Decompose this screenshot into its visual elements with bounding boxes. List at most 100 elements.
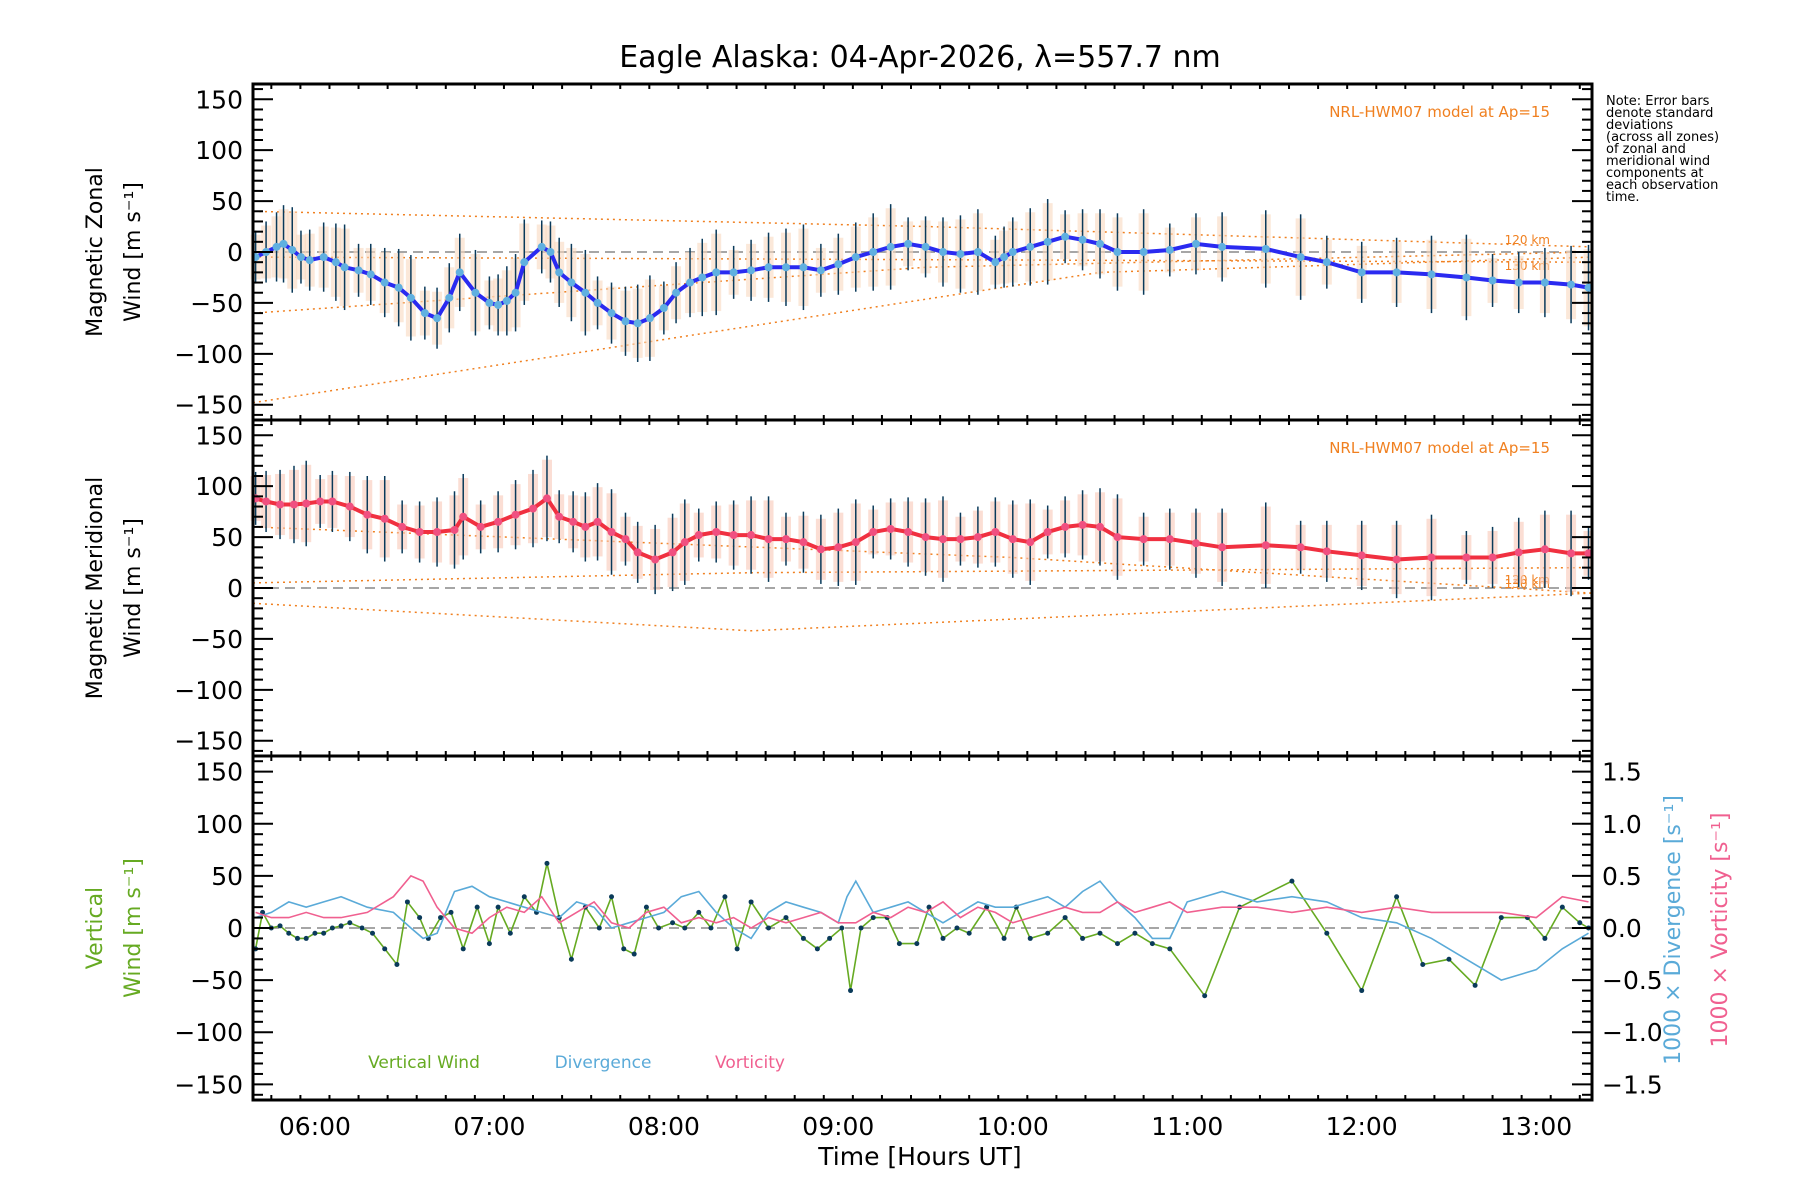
data-point (1324, 930, 1330, 936)
data-point (398, 522, 407, 531)
data-point (1567, 280, 1576, 289)
data-point (956, 535, 965, 544)
data-point (668, 548, 677, 557)
model-level-120km: 120 km (1505, 233, 1550, 247)
data-point (420, 309, 429, 318)
y-tick-label: 100 (195, 810, 243, 839)
data-point (984, 904, 990, 910)
x-tick-label: 11:00 (1151, 1112, 1223, 1141)
data-point (303, 935, 309, 941)
data-point (682, 925, 688, 931)
data-point (956, 250, 965, 259)
y-axis-label: Magnetic Zonal (83, 167, 108, 337)
data-point (747, 531, 756, 540)
data-point (870, 915, 876, 921)
data-point (1296, 253, 1305, 262)
data-point (781, 263, 790, 272)
data-point (262, 497, 271, 506)
data-point (345, 502, 354, 511)
data-point (696, 909, 702, 915)
data-point (1472, 982, 1478, 988)
data-point (643, 904, 649, 910)
data-point (1446, 956, 1452, 962)
data-point (659, 304, 668, 312)
data-point (474, 904, 480, 910)
data-point (1061, 232, 1070, 241)
data-point (279, 239, 288, 248)
data-point (494, 517, 503, 526)
data-point (698, 273, 707, 282)
data-point (783, 915, 789, 921)
data-point (1061, 522, 1070, 531)
data-point (799, 538, 808, 547)
y-tick-label: 50 (211, 523, 243, 552)
data-point (1097, 930, 1103, 936)
data-point (340, 263, 349, 272)
data-point (607, 309, 616, 318)
data-point (382, 946, 388, 952)
data-point (1427, 553, 1436, 562)
data-point (455, 268, 464, 277)
data-point (1113, 248, 1122, 256)
x-axis-label: Time [Hours UT] (817, 1142, 1021, 1171)
data-point (296, 253, 305, 262)
data-point (1540, 545, 1549, 554)
data-point (1008, 535, 1017, 544)
data-point (621, 535, 630, 544)
y-tick-label: 0 (227, 914, 243, 943)
data-point (1357, 268, 1366, 277)
data-point (459, 512, 468, 521)
y-axis-label: Magnetic Meridional (83, 477, 108, 699)
data-point (633, 319, 642, 328)
data-point (380, 278, 389, 287)
data-point (712, 268, 721, 277)
data-point (1289, 878, 1295, 884)
data-point (938, 248, 947, 256)
data-point (1026, 538, 1035, 547)
model-label: NRL-HWM07 model at Ap=15 (1329, 103, 1550, 121)
data-point (502, 296, 511, 305)
data-point (347, 920, 353, 926)
data-point (581, 288, 590, 297)
data-point (991, 258, 1000, 267)
y-tick-label: −100 (174, 340, 243, 369)
data-point (417, 915, 423, 921)
data-point (766, 925, 772, 931)
data-point (450, 525, 459, 534)
data-point (406, 293, 415, 302)
data-point (438, 915, 444, 921)
y-tick-label: 100 (195, 472, 243, 501)
data-point (708, 925, 714, 931)
y2-tick-label: 0.0 (1602, 914, 1642, 943)
data-point (1296, 543, 1305, 552)
data-point (734, 946, 740, 952)
data-point (329, 925, 335, 931)
data-point (286, 930, 292, 936)
y-axis-label-units: Wind [m s⁻¹] (121, 858, 146, 998)
data-point (914, 941, 920, 947)
data-point (1045, 930, 1051, 936)
y-tick-label: −50 (190, 289, 243, 318)
data-point (1096, 239, 1105, 248)
data-point (729, 268, 738, 277)
data-point (631, 951, 637, 957)
data-point (567, 278, 576, 287)
data-point (312, 930, 318, 936)
model-label: NRL-HWM07 model at Ap=15 (1329, 439, 1550, 457)
data-point (1488, 276, 1497, 285)
data-point (1567, 549, 1576, 558)
data-point (272, 242, 281, 251)
data-point (581, 522, 590, 531)
data-point (694, 531, 703, 540)
data-point (1165, 245, 1174, 254)
x-tick-label: 06:00 (279, 1112, 351, 1141)
data-point (680, 538, 689, 547)
data-point (904, 239, 913, 248)
data-point (1001, 935, 1007, 941)
data-point (485, 298, 494, 307)
y-tick-label: 150 (195, 421, 243, 450)
data-point (851, 538, 860, 547)
data-point (415, 528, 424, 536)
data-point (729, 531, 738, 540)
